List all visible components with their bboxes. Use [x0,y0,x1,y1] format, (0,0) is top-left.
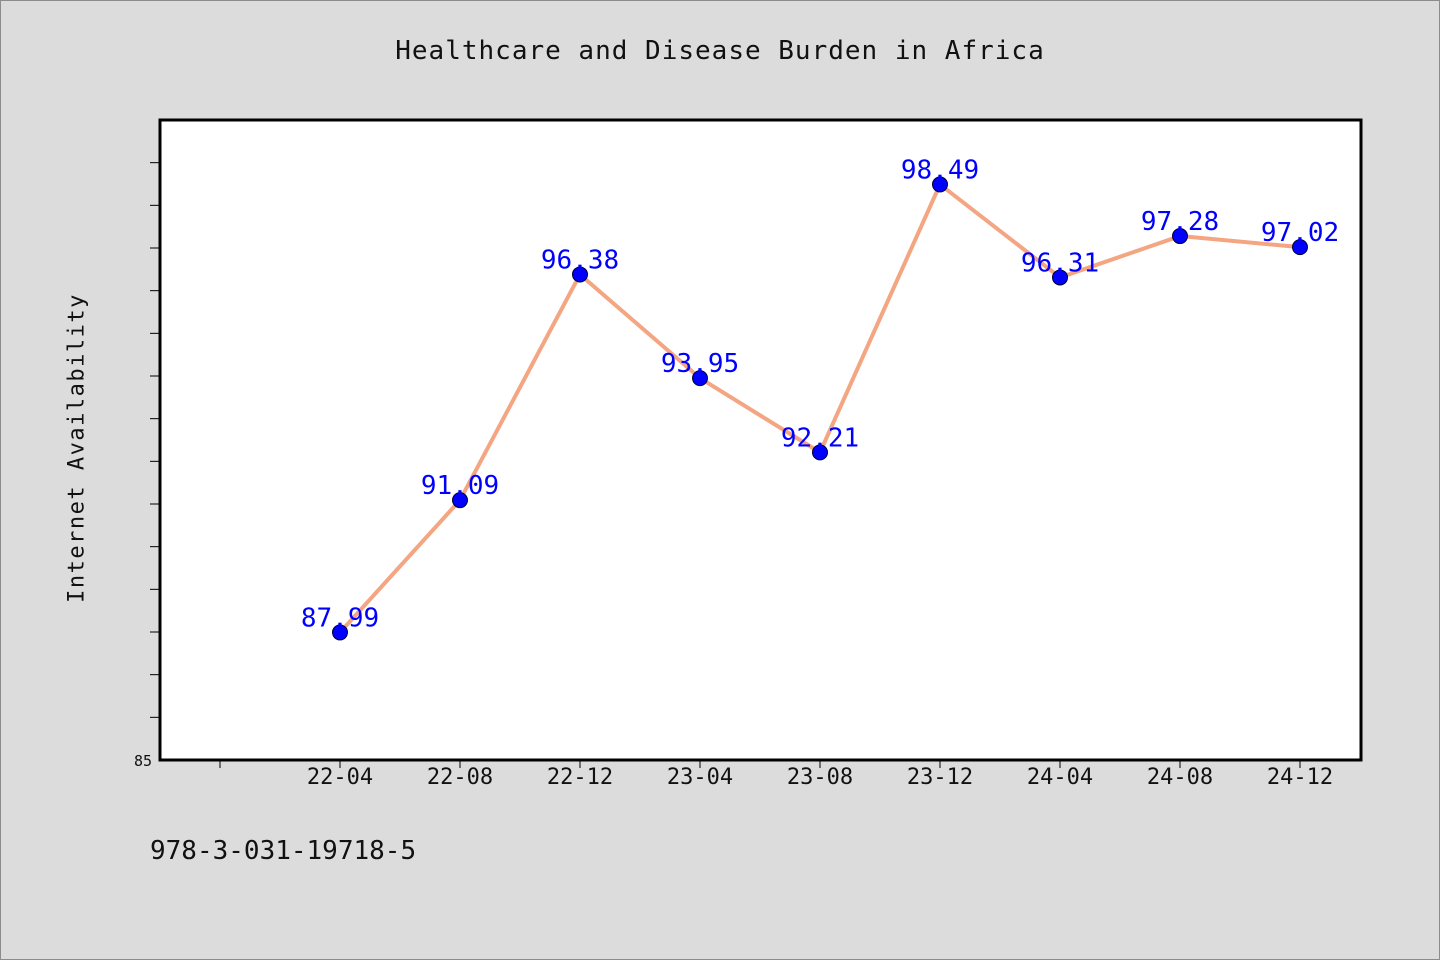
data-point [812,444,828,461]
data-point [332,624,348,641]
plot-area [158,118,1363,762]
data-label: 93.95 [661,349,739,379]
x-tick-label: 24-12 [1267,765,1333,790]
x-tick-label: 24-04 [1027,765,1093,790]
data-point [452,492,468,509]
x-tick-label: 23-12 [907,765,973,790]
x-tick-label: 22-04 [307,765,373,790]
isbn-code: 978-3-031-19718-5 [150,836,417,866]
x-tick-label: 23-08 [787,765,853,790]
data-point [1052,269,1068,286]
data-label: 92.21 [781,423,859,453]
data-label: 96.38 [541,245,619,275]
data-label: 87.99 [301,603,379,633]
data-label: 97.02 [1261,218,1339,248]
x-tick-label: 24-08 [1147,765,1213,790]
x-tick-label: 22-08 [427,765,493,790]
x-tick-label: 23-04 [667,765,733,790]
data-point [1172,228,1188,245]
data-point [932,176,948,193]
y-tick-label: 85 [134,752,152,770]
data-point [572,266,588,283]
chart-title: Healthcare and Disease Burden in Africa [395,36,1045,66]
data-label: 97.28 [1141,207,1219,237]
data-label: 98.49 [901,155,979,185]
x-tick-label: 22-12 [547,765,613,790]
data-label: 96.31 [1021,248,1099,278]
data-label: 91.09 [421,471,499,501]
data-point [1292,239,1308,256]
data-point [692,370,708,387]
